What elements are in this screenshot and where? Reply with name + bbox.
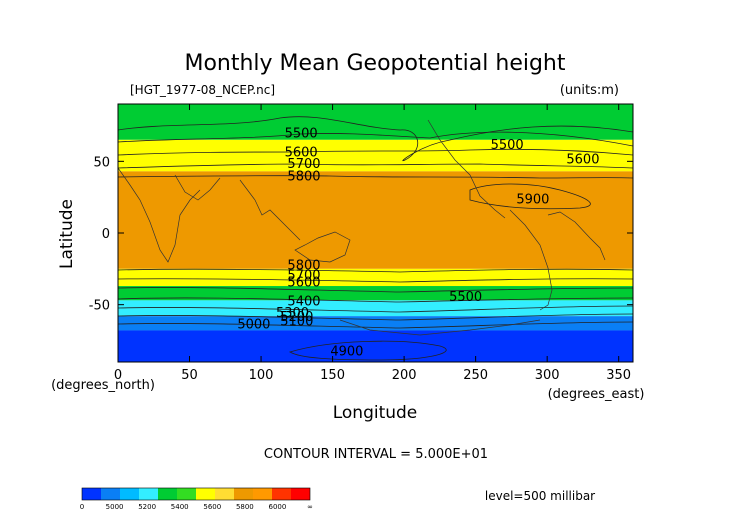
contour-label-13: 5200 xyxy=(280,310,313,325)
colorbar-swatch-2 xyxy=(120,488,139,500)
chart-subtitle-right: (units:m) xyxy=(560,83,619,98)
colorbar-swatch-8 xyxy=(234,488,253,500)
contour-label-6: 5900 xyxy=(516,193,549,208)
x-tick-label-5: 250 xyxy=(463,368,488,383)
x-tick-label-6: 300 xyxy=(535,368,560,383)
colorbar-swatch-11 xyxy=(291,488,310,500)
contour-label-9: 5600 xyxy=(287,276,320,291)
contour-label-0: 5500 xyxy=(285,127,318,142)
contour-label-14: 5100 xyxy=(280,314,313,329)
contour-label-8: 5700 xyxy=(287,269,320,284)
y-axis-label: Latitude xyxy=(57,199,77,269)
colorbar: 0 5000 5200 5400 5600 5800 6000 ∞ xyxy=(80,487,313,511)
chart-title: Monthly Mean Geopotential height xyxy=(184,51,565,76)
contour-label-4: 5700 xyxy=(287,157,320,172)
contour-label-15: 5000 xyxy=(237,317,270,332)
contour-label-5: 5800 xyxy=(287,170,320,185)
colorbar-label-0: 0 xyxy=(80,503,84,511)
coastlines xyxy=(118,119,606,336)
y-tick-label-0: 50 xyxy=(93,155,110,170)
axis-ticks: 0 50 100 150 200 250 300 350 50 0 -50 xyxy=(89,104,633,383)
colorbar-swatch-4 xyxy=(158,488,177,500)
colorbar-swatch-7 xyxy=(215,488,234,500)
colorbar-swatch-0 xyxy=(82,488,101,500)
chart-subtitle-left: [HGT_1977-08_NCEP.nc] xyxy=(130,83,275,97)
colorbar-label-7: ∞ xyxy=(307,503,313,511)
colorbar-swatch-3 xyxy=(139,488,158,500)
contour-label-11: 5400 xyxy=(287,294,320,309)
contour-label-16: 4900 xyxy=(330,345,363,360)
contour-label-2: 5600 xyxy=(285,145,318,160)
colorbar-swatch-6 xyxy=(196,488,215,500)
colorbar-label-5: 5800 xyxy=(236,503,254,511)
y-unit-label: (degrees_north) xyxy=(51,378,155,393)
colorbar-label-2: 5200 xyxy=(138,503,156,511)
colorbar-swatch-5 xyxy=(177,488,196,500)
band-3 xyxy=(118,268,633,287)
colorbar-swatch-10 xyxy=(272,488,291,500)
colorbar-label-1: 5000 xyxy=(106,503,124,511)
x-tick-label-7: 350 xyxy=(606,368,631,383)
contour-label-12: 5300 xyxy=(276,306,309,321)
colorbar-frame xyxy=(81,487,311,501)
band-2 xyxy=(118,171,633,269)
x-tick-label-4: 200 xyxy=(392,368,417,383)
contour-label-3: 5600 xyxy=(566,152,599,167)
band-1 xyxy=(118,139,633,172)
x-unit-label: (degrees_east) xyxy=(548,387,645,402)
y-tick-label-1: 0 xyxy=(102,227,110,242)
colorbar-swatch-9 xyxy=(253,488,272,500)
colorbar-label-6: 6000 xyxy=(269,503,287,511)
colorbar-swatch-1 xyxy=(101,488,120,500)
contour-label-10: 5500 xyxy=(449,290,482,305)
contour-label-1: 5500 xyxy=(491,138,524,153)
x-tick-label-2: 100 xyxy=(249,368,274,383)
x-tick-label-1: 50 xyxy=(181,368,198,383)
x-tick-label-0: 0 xyxy=(114,368,122,383)
filled-contour-bands xyxy=(118,104,633,362)
band-6 xyxy=(118,316,633,331)
level-text: level=500 millibar xyxy=(485,489,595,503)
x-tick-label-3: 150 xyxy=(320,368,345,383)
colorbar-label-4: 5600 xyxy=(203,503,221,511)
band-5 xyxy=(118,300,633,317)
colorbar-label-3: 5400 xyxy=(171,503,189,511)
x-axis-label: Longitude xyxy=(333,403,418,423)
band-7 xyxy=(118,330,633,362)
contour-label-7: 5800 xyxy=(287,259,320,274)
contour-lines xyxy=(118,116,633,361)
contour-interval-text: CONTOUR INTERVAL = 5.000E+01 xyxy=(264,447,488,462)
y-tick-label-2: -50 xyxy=(89,299,110,314)
